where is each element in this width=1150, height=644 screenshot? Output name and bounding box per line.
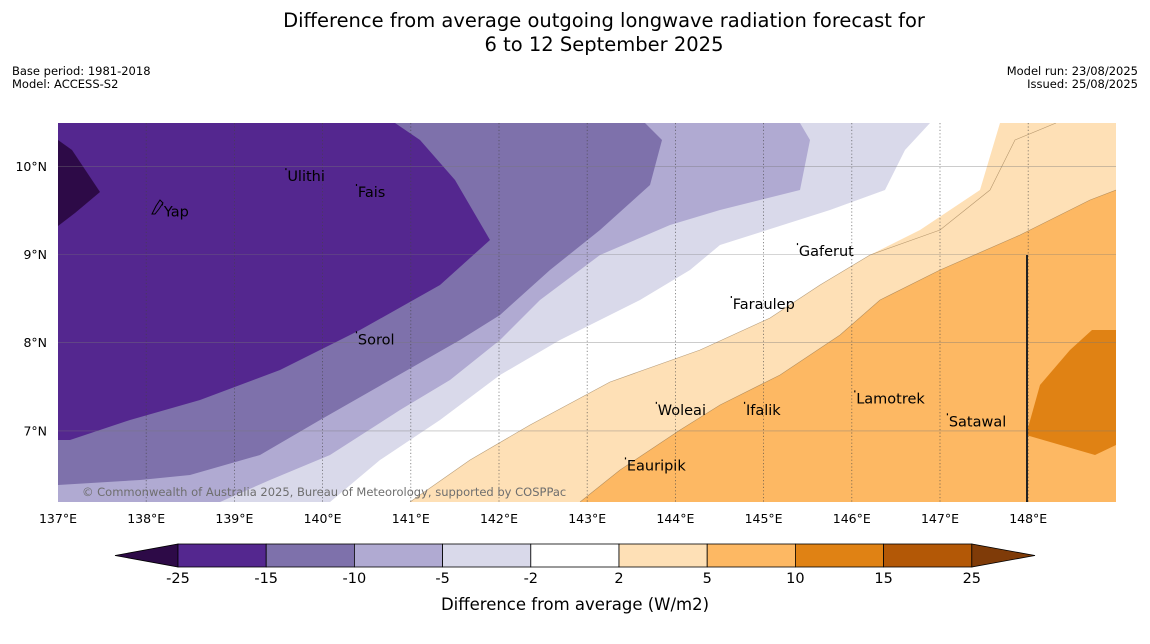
place-marker bbox=[946, 413, 949, 416]
place-faraulep: Faraulep bbox=[730, 296, 795, 313]
lon-tick-label: 137°E bbox=[39, 511, 77, 526]
place-name: Ulithi bbox=[287, 169, 325, 185]
place-ulithi: Ulithi bbox=[285, 168, 325, 185]
colorbar-tick-label: 5 bbox=[703, 571, 712, 587]
place-sorol: Sorol bbox=[355, 331, 395, 348]
colorbar-extend-low bbox=[114, 543, 179, 568]
place-name: Fais bbox=[358, 185, 385, 201]
lon-tick-label: 140°E bbox=[304, 511, 342, 526]
place-woleai: Woleai bbox=[655, 401, 706, 419]
place-marker bbox=[854, 390, 856, 393]
colorbar: -25 -15 -10 -5 -2 2 5 10 15 25 bbox=[114, 543, 1036, 587]
place-marker bbox=[285, 168, 287, 171]
place-name: Eauripik bbox=[627, 458, 686, 474]
model-text: Model: ACCESS-S2 bbox=[12, 77, 119, 91]
place-fais: Fais bbox=[355, 183, 385, 201]
lat-tick-label: 7°N bbox=[23, 423, 47, 438]
colorbar-swatch bbox=[706, 543, 796, 568]
base-period-text: Base period: 1981-2018 bbox=[12, 64, 151, 78]
place-name: Faraulep bbox=[733, 297, 795, 313]
colorbar-tick-label: 25 bbox=[963, 571, 981, 587]
axis-tick-labels: 137°E 138°E 139°E 140°E 141°E 142°E 143°E 144°E… bbox=[15, 159, 1047, 526]
place-name: Yap bbox=[163, 204, 189, 220]
copyright-text: © Commonwealth of Australia 2025, Bureau… bbox=[82, 485, 566, 499]
place-yap: Yap bbox=[161, 203, 189, 220]
lat-tick-label: 8°N bbox=[23, 335, 47, 350]
lon-tick-label: 143°E bbox=[568, 511, 606, 526]
place-lamotrek: Lamotrek bbox=[854, 390, 925, 407]
place-labels: Yap Ulithi Fais Gaferut Faraulep Sorol Lamotre… bbox=[161, 168, 1006, 474]
place-name: Lamotrek bbox=[856, 391, 925, 407]
field-orange bbox=[580, 190, 1116, 502]
field-darkest-purple bbox=[58, 140, 100, 226]
meta-right: Model run: 23/08/2025 Issued: 25/08/2025 bbox=[1007, 65, 1138, 91]
graticule bbox=[58, 123, 1116, 502]
title-line-1: Difference from average outgoing longwav… bbox=[283, 9, 925, 32]
lon-tick-label: 147°E bbox=[921, 511, 959, 526]
place-name: Sorol bbox=[358, 332, 395, 348]
place-name: Ifalik bbox=[746, 403, 781, 419]
place-name: Satawal bbox=[949, 414, 1006, 430]
colorbar-swatch bbox=[442, 543, 532, 568]
colorbar-tick-label: -5 bbox=[435, 571, 449, 587]
lon-tick-label: 144°E bbox=[656, 511, 694, 526]
place-marker bbox=[796, 243, 799, 246]
lon-tick-label: 141°E bbox=[392, 511, 430, 526]
colorbar-swatch bbox=[883, 543, 973, 568]
lon-tick-label: 145°E bbox=[745, 511, 783, 526]
contour-fields bbox=[58, 123, 1116, 502]
place-marker bbox=[355, 331, 358, 334]
colorbar-tick-label: 2 bbox=[614, 571, 623, 587]
place-marker bbox=[743, 401, 746, 404]
colorbar-tick-label: -2 bbox=[524, 571, 538, 587]
map-title: Difference from average outgoing longwav… bbox=[0, 9, 1150, 57]
colorbar-swatch bbox=[530, 543, 620, 568]
place-gaferut: Gaferut bbox=[796, 243, 854, 260]
lon-tick-label: 142°E bbox=[480, 511, 518, 526]
colorbar-swatch bbox=[353, 543, 443, 568]
colorbar-swatch bbox=[795, 543, 885, 568]
lat-tick-label: 9°N bbox=[23, 247, 47, 262]
colorbar-tick-label: -15 bbox=[254, 571, 278, 587]
lon-tick-label: 146°E bbox=[833, 511, 871, 526]
place-marker bbox=[355, 183, 358, 186]
lon-tick-label: 138°E bbox=[127, 511, 165, 526]
place-marker bbox=[655, 401, 657, 404]
place-name: Woleai bbox=[658, 403, 706, 419]
colorbar-extend-high bbox=[971, 543, 1036, 568]
field-dark-purple bbox=[58, 123, 490, 440]
colorbar-tick-label: -25 bbox=[166, 571, 190, 587]
field-dark-orange bbox=[1026, 330, 1116, 455]
yap-island-outline bbox=[151, 199, 164, 215]
colorbar-tick-label: 15 bbox=[874, 571, 892, 587]
place-ifalik: Ifalik bbox=[743, 401, 781, 419]
lon-tick-label: 139°E bbox=[215, 511, 253, 526]
place-eauripik: Eauripik bbox=[624, 457, 686, 474]
colorbar-swatch bbox=[177, 543, 267, 568]
colorbar-label: Difference from average (W/m2) bbox=[441, 595, 709, 614]
title-line-2: 6 to 12 September 2025 bbox=[484, 33, 724, 56]
place-name: Gaferut bbox=[799, 244, 854, 260]
lat-tick-label: 10°N bbox=[15, 159, 47, 174]
place-marker bbox=[624, 457, 627, 460]
issued-text: Issued: 25/08/2025 bbox=[1027, 77, 1138, 91]
colorbar-tick-label: 10 bbox=[786, 571, 804, 587]
lon-tick-label: 148°E bbox=[1009, 511, 1047, 526]
place-satawal: Satawal bbox=[946, 413, 1006, 430]
meta-left: Base period: 1981-2018 Model: ACCESS-S2 bbox=[12, 65, 151, 91]
place-marker bbox=[730, 296, 732, 299]
colorbar-swatch bbox=[618, 543, 708, 568]
colorbar-swatch bbox=[265, 543, 355, 568]
model-run-text: Model run: 23/08/2025 bbox=[1006, 64, 1138, 78]
colorbar-tick-label: -10 bbox=[343, 571, 367, 587]
